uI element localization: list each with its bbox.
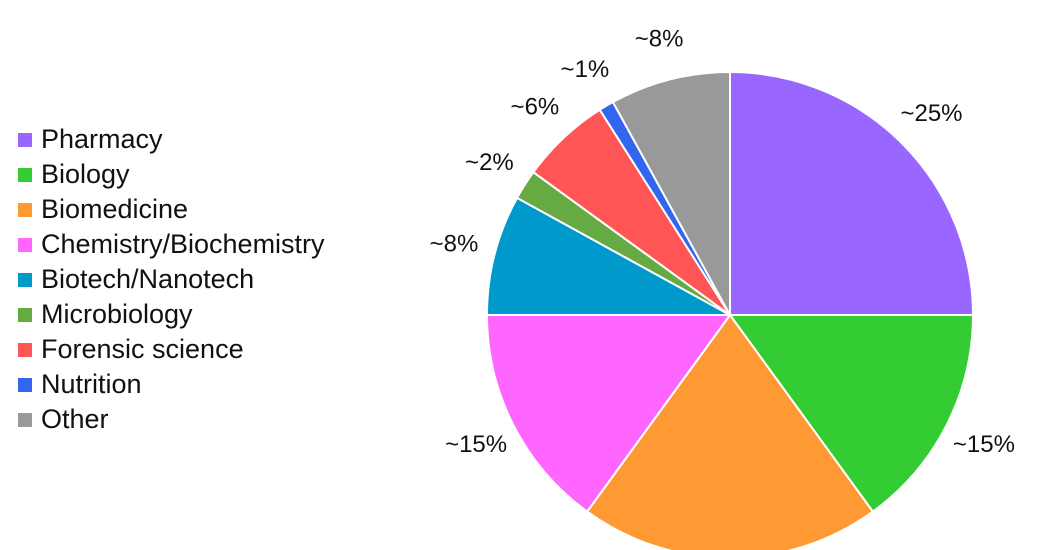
legend-swatch [18,237,32,252]
chart-legend: Pharmacy Biology Biomedicine Chemistry/Bioc… [18,122,325,437]
legend-swatch [18,202,32,217]
legend-swatch [18,307,32,322]
legend-label: Nutrition [41,369,142,399]
pie-slice-biotech-nanotech [486,196,731,316]
legend-label: Other [41,404,109,434]
legend-label: Pharmacy [41,124,163,154]
slice-label-biotech-nanotech: ~8% [430,231,479,258]
legend-swatch [18,342,32,357]
pie-slice-biomedicine [586,314,874,550]
legend-item-biotech-nanotech: Biotech/Nanotech [18,262,325,297]
pie-slice-chemistry-biochemistry [486,314,731,513]
legend-label: Biotech/Nanotech [41,264,255,294]
slice-label-forensic-science: ~6% [511,94,560,121]
legend-item-biology: Biology [18,157,325,192]
legend-swatch [18,272,32,287]
legend-item-pharmacy: Pharmacy [18,122,325,157]
pie-slice-pharmacy [729,71,974,316]
legend-item-microbiology: Microbiology [18,297,325,332]
legend-item-nutrition: Nutrition [18,367,325,402]
slice-label-chemistry-biochemistry: ~15% [445,431,507,458]
legend-swatch [18,167,32,182]
legend-item-forensic-science: Forensic science [18,332,325,367]
legend-swatch [18,377,32,392]
legend-label: Forensic science [41,334,244,364]
slice-label-pharmacy: ~25% [900,100,962,127]
pie-slice-biology [729,314,974,513]
slice-label-nutrition: ~1% [561,56,610,83]
legend-label: Biomedicine [41,194,189,224]
legend-swatch [18,412,32,427]
legend-item-other: Other [18,402,325,437]
legend-item-chemistry-biochemistry: Chemistry/Biochemistry [18,227,325,262]
legend-label: Biology [41,159,130,189]
slice-label-biology: ~15% [953,431,1015,458]
slice-label-microbiology: ~2% [465,149,514,176]
legend-swatch [18,132,32,147]
pie-slices [486,71,974,550]
legend-label: Microbiology [41,299,193,329]
legend-label: Chemistry/Biochemistry [41,229,325,259]
slice-label-other: ~8% [635,26,684,53]
pie-slice-other [611,71,731,316]
legend-item-biomedicine: Biomedicine [18,192,325,227]
pie-slice-labels: ~25% ~15% ~15% ~8% ~2% ~6%~1% ~8% [430,26,1015,458]
